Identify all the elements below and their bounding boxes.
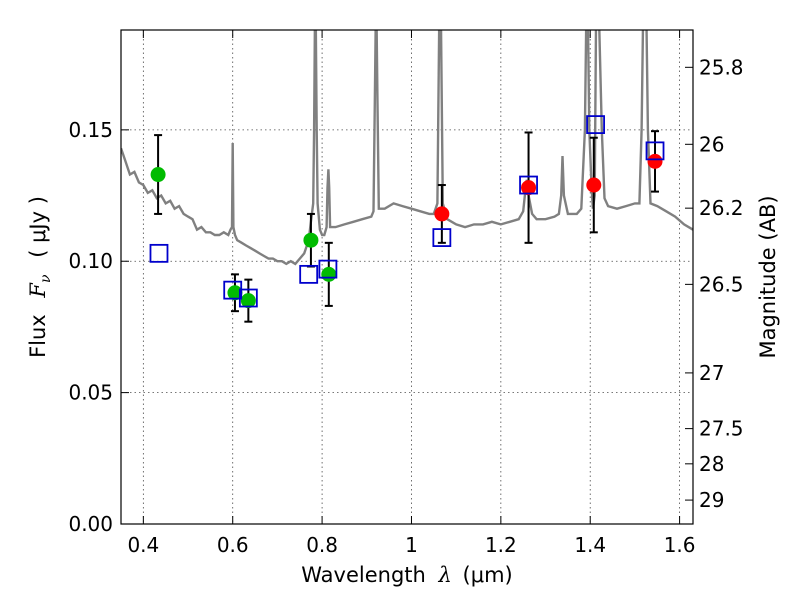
square-points [149,115,665,308]
y2-tick-label: 27 [699,361,724,385]
square-point [318,259,338,279]
square-point [432,228,452,247]
y2-tick-label: 26.2 [699,196,744,220]
square-point [299,264,319,284]
x-tick-label: 1 [405,533,418,557]
red-point [647,153,663,169]
square-point [519,175,538,195]
y-tick-label: 0.10 [68,249,113,273]
x-tick-label: 1.6 [664,533,696,557]
y2-tick-labels: 25.8 26 26.2 26.5 27 27.5 28 29 [699,55,744,512]
x-tick-labels: 0.4 0.6 0.8 1 1.2 1.4 1.6 [127,533,695,557]
y2-tick-label: 26.5 [699,272,744,296]
green-point [321,266,337,282]
grid-lines [121,30,693,524]
y-axis-label: Flux Fν ( μJy ) [26,196,55,358]
green-point [303,232,319,248]
square-point [149,243,169,263]
green-point [150,167,166,183]
y-tick-label: 0.15 [68,118,113,142]
x-axis-label: Wavelength λ (μm) [301,563,512,587]
red-point [434,206,450,222]
y-tick-label: 0.05 [68,381,113,405]
x-tick-label: 1.2 [485,533,517,557]
y2-tick-label: 26 [699,132,724,156]
x-tick-label: 0.8 [306,533,338,557]
red-point [586,177,602,193]
square-point [586,115,605,134]
square-point [645,141,665,161]
plot-frame [120,29,694,525]
y2-tick-label: 29 [699,488,724,512]
x-tick-label: 0.6 [217,533,249,557]
y2-tick-label: 25.8 [699,55,744,79]
green-point [240,293,256,309]
x-tick-label: 1.4 [574,533,606,557]
axis-ticks [121,30,693,525]
red-points [434,153,663,222]
y2-axis-label: Magnitude (AB) [756,195,780,358]
red-point [521,180,537,196]
y-tick-label: 0.00 [68,512,113,536]
model-sed-line [121,30,693,266]
y2-tick-label: 27.5 [699,417,744,441]
green-point [227,285,243,301]
y-tick-labels: 0.00 0.05 0.10 0.15 [68,118,113,536]
x-tick-label: 0.4 [127,533,159,557]
y2-tick-label: 28 [699,452,724,476]
green-points [150,167,337,309]
square-point [238,288,258,308]
